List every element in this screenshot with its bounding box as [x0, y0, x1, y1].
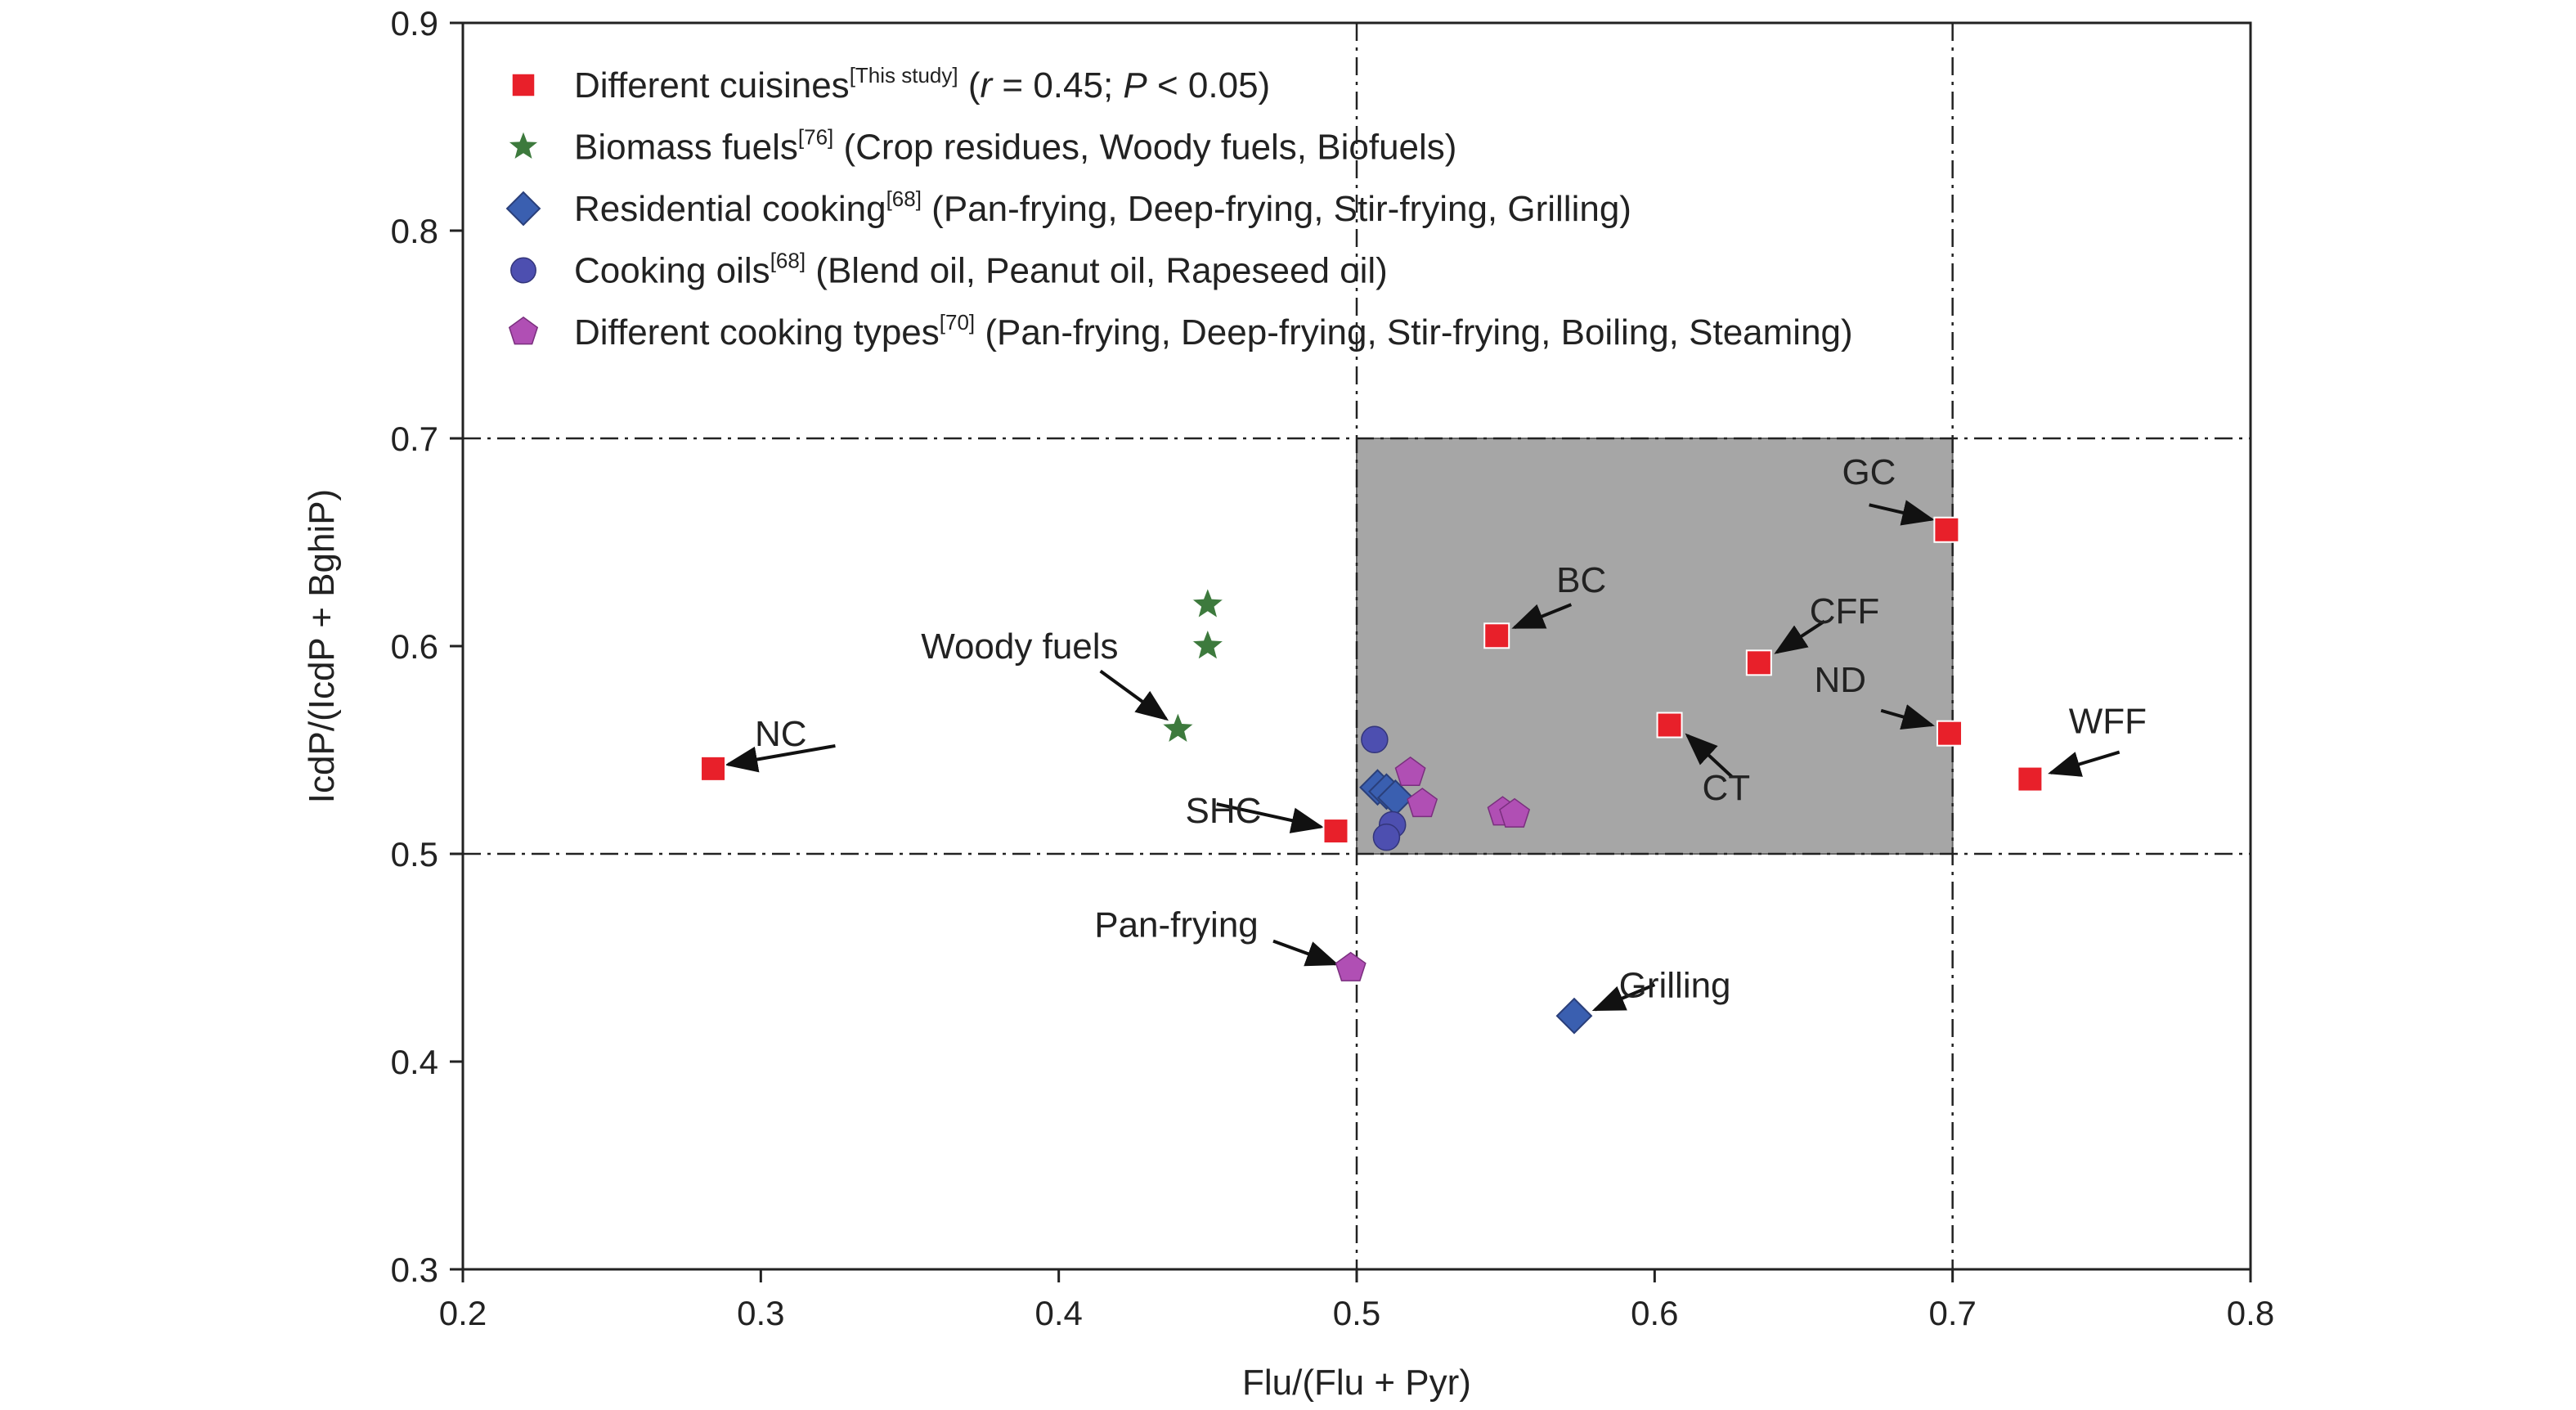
x-tick-label-3: 0.5: [1333, 1294, 1380, 1332]
data-point-square-0-0: [700, 755, 727, 782]
annotation-arrow-2: [1511, 603, 1573, 629]
annotation-label-2: BC: [1556, 560, 1606, 600]
data-point-circle-3-2: [1372, 823, 1401, 851]
legend-label-3: Cooking oils[68] (Blend oil, Peanut oil,…: [574, 249, 1388, 291]
data-point-star-1-0: [1189, 586, 1226, 620]
annotation-label-3: CT: [1702, 768, 1750, 808]
y-tick-label-3: 0.6: [391, 627, 438, 666]
ticks-layer: 0.2 0.3 0.4 0.5 0.6 0.7 0.80.30.40.50.60.70.80…: [391, 4, 2275, 1332]
data-point-pentagon-4-4: [1335, 951, 1367, 981]
legend-marker-0: [510, 72, 536, 98]
legend-label-4: Different cooking types[70] (Pan-frying,…: [574, 310, 1853, 352]
y-tick-label-5: 0.8: [391, 212, 438, 250]
reference-lines-layer: [463, 23, 2251, 1269]
annotation-labels-layer: NC SHC BC CT CFF GC ND WFF Woody fuels Pan-frying…: [755, 452, 2147, 1005]
legend-marker-3: [510, 257, 536, 284]
y-axis-title: IcdP/(IcdP + BghiP): [302, 489, 342, 803]
annotation-label-7: WFF: [2069, 702, 2147, 742]
x-tick-label-2: 0.4: [1034, 1294, 1082, 1332]
x-tick-label-1: 0.3: [737, 1294, 784, 1332]
data-point-circle-3-0: [1361, 725, 1389, 754]
data-point-square-0-5: [1933, 516, 1960, 543]
data-point-square-0-2: [1483, 622, 1510, 649]
annotation-arrow-6: [1880, 704, 1936, 730]
data-point-diamond-2-3: [1555, 997, 1593, 1035]
annotation-label-4: CFF: [1810, 591, 1880, 631]
data-point-square-0-4: [1745, 649, 1772, 676]
annotation-label-10: Grilling: [1619, 965, 1731, 1005]
legend-label-0: Different cuisines[This study] (r = 0.45…: [574, 63, 1270, 106]
legend-marker-1: [505, 128, 541, 162]
data-point-pentagon-4-0: [1394, 756, 1426, 787]
x-tick-label-4: 0.6: [1631, 1294, 1678, 1332]
data-point-square-0-1: [1322, 818, 1349, 845]
data-point-square-0-6: [1936, 720, 1963, 747]
y-tick-label-0: 0.3: [391, 1251, 438, 1289]
annotation-arrow-8: [1099, 669, 1169, 721]
annotation-label-1: SHC: [1186, 791, 1262, 831]
annotation-label-0: NC: [755, 714, 807, 754]
annotation-arrow-1: [1216, 802, 1325, 833]
legend-label-2: Residential cooking[68] (Pan-frying, Dee…: [574, 186, 1631, 229]
data-point-pentagon-4-3: [1499, 797, 1531, 828]
annotation-arrow-4: [1774, 619, 1826, 654]
annotation-label-5: GC: [1842, 452, 1896, 492]
annotation-arrow-9: [1272, 939, 1340, 967]
annotation-arrow-10: [1591, 983, 1656, 1012]
legend: Different cuisines[This study] (r = 0.45…: [505, 63, 1853, 352]
shaded-region-layer: [1356, 438, 1954, 855]
annotation-label-9: Pan-frying: [1094, 905, 1259, 945]
x-tick-label-6: 0.8: [2227, 1294, 2274, 1332]
data-point-star-1-2: [1160, 710, 1196, 745]
data-point-pentagon-4-1: [1407, 788, 1438, 818]
y-tick-label-2: 0.5: [391, 835, 438, 873]
y-tick-label-4: 0.7: [391, 420, 438, 458]
legend-label-1: Biomass fuels[76] (Crop residues, Woody …: [574, 125, 1456, 168]
data-points-layer: [700, 516, 2044, 1035]
x-axis-title: Flu/(Flu + Pyr): [1242, 1363, 1471, 1403]
y-tick-label-6: 0.9: [391, 4, 438, 43]
data-point-star-1-1: [1189, 626, 1226, 662]
annotation-arrow-7: [2048, 750, 2120, 777]
x-tick-label-5: 0.7: [1928, 1294, 1976, 1332]
annotation-arrow-0: [725, 743, 836, 773]
data-point-square-0-7: [2017, 766, 2044, 793]
legend-marker-2: [505, 191, 541, 227]
annotation-label-8: Woody fuels: [921, 626, 1118, 667]
annotation-arrows-layer: [725, 500, 2120, 1012]
x-tick-label-0: 0.2: [439, 1294, 487, 1332]
annotation-arrow-3: [1685, 733, 1734, 779]
legend-marker-4: [508, 316, 539, 345]
data-point-square-0-3: [1656, 712, 1683, 739]
shaded-region: [1356, 438, 1954, 855]
annotation-label-6: ND: [1814, 660, 1866, 700]
annotation-arrow-5: [1869, 500, 1936, 526]
y-tick-label-1: 0.4: [391, 1043, 438, 1081]
